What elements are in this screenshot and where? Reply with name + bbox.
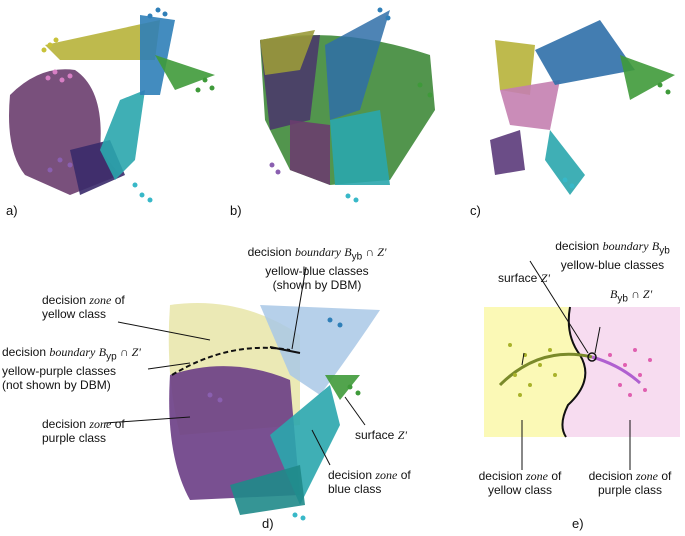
label-boundary-yb: decision boundary Byb ∩ Z' yellow-blue c… <box>247 245 387 293</box>
label-surface: surface Z' <box>355 428 407 442</box>
panel-e-purple-points <box>608 348 652 397</box>
panel-d: decision zone of yellow class decision b… <box>0 225 470 536</box>
panel-a-figure: a) <box>0 0 230 220</box>
panel-a-points <box>45 69 73 83</box>
panel-c-surface <box>490 20 675 195</box>
label-e-cap: Byb ∩ Z' <box>610 287 653 305</box>
panel-c-figure: c) <box>460 0 685 220</box>
panel-e-label: e) <box>572 516 584 531</box>
panel-e: decision boundary Byb yellow-blue classe… <box>470 225 685 536</box>
label-zone-yellow: decision zone of yellow class <box>42 293 125 321</box>
panel-c-label: c) <box>470 203 481 218</box>
label-e-zone-yellow: decision zone of yellow class <box>478 469 562 497</box>
panel-e-plot <box>484 260 680 470</box>
panel-d-label: d) <box>262 516 274 531</box>
label-e-boundary: decision boundary Byb yellow-blue classe… <box>555 239 670 273</box>
label-e-surface: surface Z' <box>498 271 550 285</box>
label-e-zone-purple: decision zone of purple class <box>588 469 672 497</box>
panel-b-surface <box>260 7 435 203</box>
panel-a-surface <box>9 7 215 203</box>
panel-b-label: b) <box>230 203 242 218</box>
panel-d-surface <box>104 266 380 521</box>
label-boundary-yp: decision boundary Byp ∩ Z' yellow-purple… <box>2 345 141 393</box>
label-zone-blue: decision zone of blue class <box>328 468 411 496</box>
panel-b-figure: b) <box>230 0 458 220</box>
panel-a-label: a) <box>6 203 18 218</box>
label-zone-purple: decision zone of purple class <box>42 417 125 445</box>
